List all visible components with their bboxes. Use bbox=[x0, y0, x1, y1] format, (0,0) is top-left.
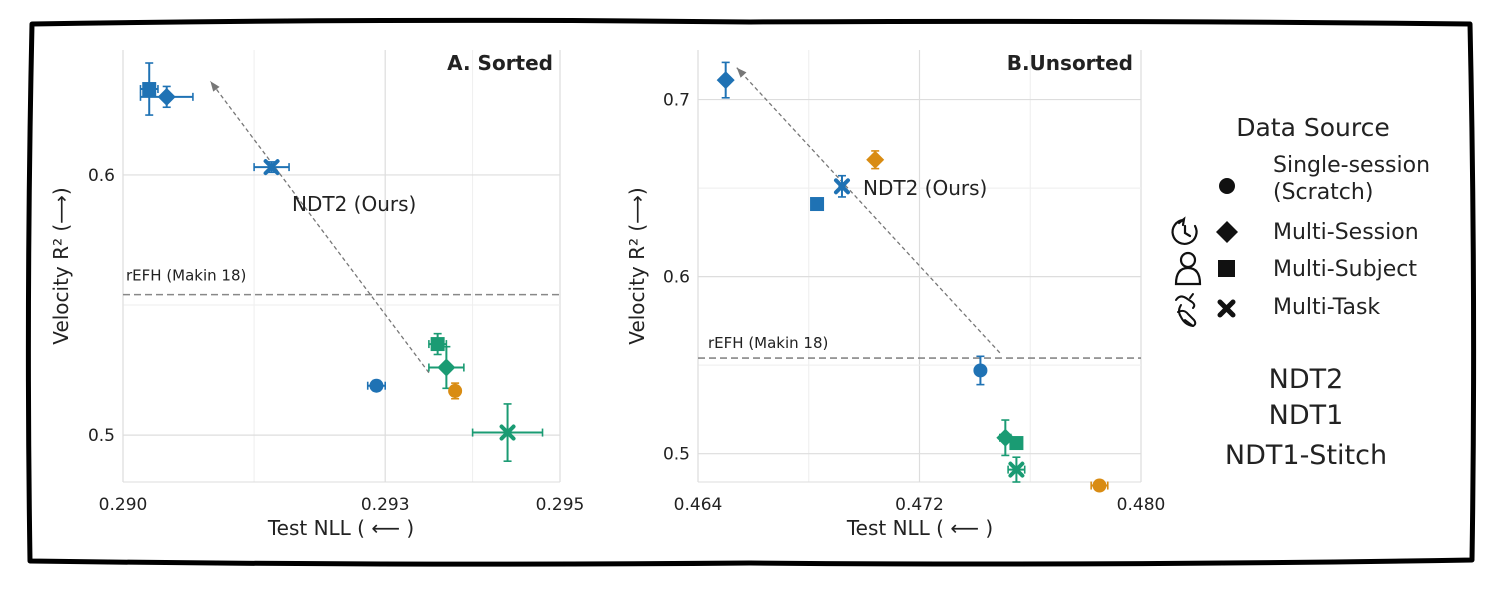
x-axis-label: Test NLL ( ⟵ ) bbox=[267, 516, 414, 540]
x-marker-icon bbox=[1217, 299, 1236, 318]
legend: Data Source Single-session (Scratch) Mul… bbox=[1171, 113, 1430, 471]
reference-line-group: rEFH (Makin 18) bbox=[123, 267, 560, 296]
diamond-marker bbox=[866, 150, 885, 169]
legend-entry-single-session: Single-session (Scratch) bbox=[1219, 153, 1430, 205]
arrow-group bbox=[736, 67, 1001, 354]
y-tick-labels: 0.5 0.6 0.7 bbox=[663, 91, 690, 465]
x-tick-label: 0.480 bbox=[1117, 495, 1166, 515]
hands-icon bbox=[1175, 293, 1197, 327]
arrow-head bbox=[210, 81, 220, 92]
y-tick-label: 0.6 bbox=[663, 268, 690, 288]
data-points bbox=[716, 61, 1109, 493]
arrow-head bbox=[736, 67, 747, 78]
y-tick-label: 0.6 bbox=[88, 166, 115, 186]
x-tick-labels: 0.464 0.472 0.480 bbox=[674, 495, 1166, 515]
chart-title: A. Sorted bbox=[447, 51, 553, 75]
x-tick-label: 0.293 bbox=[361, 495, 410, 515]
circle-marker bbox=[973, 363, 988, 378]
y-tick-labels: 0.5 0.6 bbox=[88, 166, 115, 446]
data-points bbox=[139, 62, 544, 462]
x-tick-label: 0.464 bbox=[674, 495, 723, 515]
reference-line-group: rEFH (Makin 18) bbox=[698, 334, 1141, 359]
circle-marker bbox=[1092, 478, 1107, 493]
data-point bbox=[448, 382, 463, 400]
legend-model-ndt1-stitch: NDT1-Stitch bbox=[1225, 440, 1387, 471]
legend-entry-multi-task: Multi-Task bbox=[1175, 293, 1380, 327]
x-axis-label: Test NLL ( ⟵ ) bbox=[846, 516, 993, 540]
legend-label: Single-session bbox=[1273, 153, 1430, 178]
reference-line-label: rEFH (Makin 18) bbox=[126, 267, 246, 285]
x-tick-label: 0.290 bbox=[99, 495, 148, 515]
arrow-group bbox=[209, 80, 430, 374]
x-tick-label: 0.472 bbox=[895, 495, 944, 515]
data-point bbox=[810, 197, 825, 212]
chart-panel-a: rEFH (Makin 18) NDT2 (Ours) 0.290 0.293 0.… bbox=[49, 50, 584, 540]
x-marker-stroke bbox=[263, 159, 280, 176]
data-point bbox=[428, 332, 448, 356]
y-axis-label: Velocity R² (⟶) bbox=[49, 187, 73, 344]
annotation-label: NDT2 (Ours) bbox=[292, 192, 416, 216]
y-tick-label: 0.5 bbox=[663, 445, 690, 465]
legend-label: Multi-Subject bbox=[1273, 257, 1417, 282]
legend-entry-multi-session: Multi-Session bbox=[1171, 216, 1419, 245]
data-point bbox=[833, 174, 850, 198]
grid bbox=[697, 50, 1142, 483]
square-marker bbox=[430, 337, 445, 352]
data-point bbox=[1090, 478, 1109, 493]
reference-line-label: rEFH (Makin 18) bbox=[708, 334, 828, 352]
chart-title: B.Unsorted bbox=[1007, 51, 1133, 75]
data-point bbox=[1007, 456, 1026, 483]
x-tick-labels: 0.290 0.293 0.295 bbox=[99, 495, 585, 515]
annotation-arrow bbox=[209, 80, 430, 374]
diamond-marker bbox=[437, 358, 456, 377]
x-marker-stroke bbox=[833, 178, 850, 195]
y-tick-label: 0.5 bbox=[88, 426, 115, 446]
x-marker-stroke bbox=[1008, 461, 1025, 478]
x-tick-label: 0.295 bbox=[536, 495, 585, 515]
x-marker-stroke bbox=[499, 424, 516, 441]
data-point bbox=[1009, 436, 1024, 451]
data-point bbox=[366, 378, 387, 393]
legend-entry-multi-subject: Multi-Subject bbox=[1174, 251, 1417, 286]
data-point bbox=[139, 62, 159, 116]
square-marker bbox=[142, 82, 157, 97]
data-point bbox=[866, 150, 885, 170]
plot-area bbox=[123, 50, 560, 482]
legend-label: Multi-Session bbox=[1273, 220, 1419, 245]
diamond-marker bbox=[716, 71, 735, 90]
grid bbox=[122, 50, 561, 483]
legend-label: Multi-Task bbox=[1273, 295, 1380, 320]
square-marker bbox=[1009, 436, 1024, 451]
circle-marker bbox=[448, 383, 463, 398]
annotation-label: NDT2 (Ours) bbox=[863, 176, 987, 200]
legend-model-ndt2: NDT2 bbox=[1269, 364, 1344, 395]
data-point bbox=[471, 403, 544, 462]
data-point bbox=[428, 345, 465, 390]
circle-marker bbox=[369, 378, 384, 393]
data-point bbox=[253, 159, 290, 176]
legend-model-ndt1: NDT1 bbox=[1269, 400, 1344, 431]
legend-label: (Scratch) bbox=[1273, 180, 1373, 205]
chart-panel-b: rEFH (Makin 18) NDT2 (Ours) 0.464 0.472 0.… bbox=[625, 50, 1165, 540]
y-tick-label: 0.7 bbox=[663, 91, 690, 111]
square-marker bbox=[810, 197, 825, 212]
circle-marker-icon bbox=[1219, 178, 1235, 194]
diamond-marker-icon bbox=[1216, 221, 1238, 243]
data-point bbox=[139, 85, 194, 109]
annotation-arrow bbox=[736, 67, 1001, 354]
data-point bbox=[716, 61, 735, 99]
clock-person-icon bbox=[1171, 216, 1198, 245]
square-marker-icon bbox=[1218, 260, 1235, 277]
figure-border bbox=[25, 17, 1477, 567]
person-icon bbox=[1174, 251, 1202, 286]
data-point bbox=[973, 355, 988, 386]
diamond-marker bbox=[157, 87, 176, 106]
legend-title: Data Source bbox=[1236, 113, 1390, 142]
y-axis-label: Velocity R² (⟶) bbox=[625, 187, 649, 344]
